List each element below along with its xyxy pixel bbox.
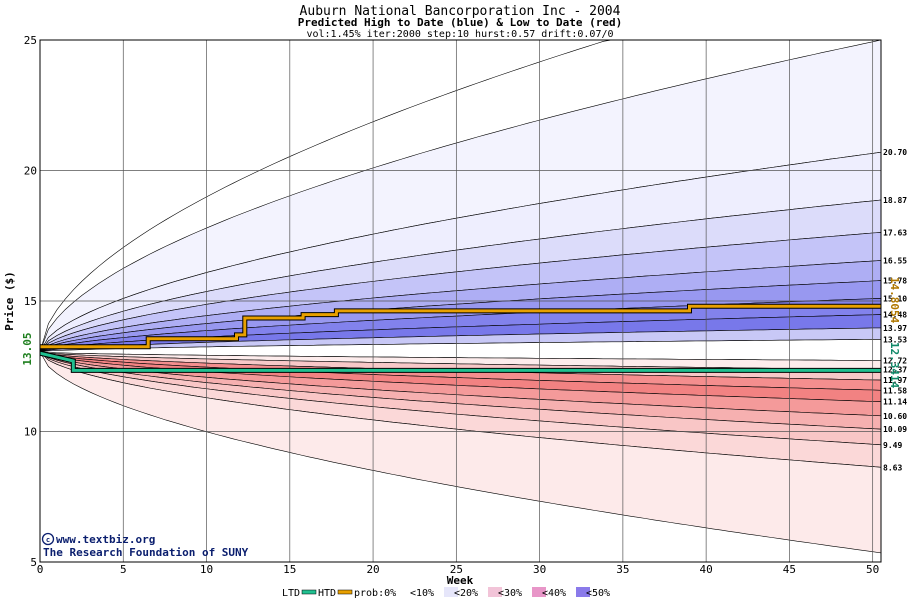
chart-title: Auburn National Bancorporation Inc - 200…: [300, 4, 621, 19]
x-axis-label: Week: [447, 574, 474, 587]
low-to-date-final-label: 12.3414: [888, 342, 901, 389]
band-label-10: 12.37: [883, 366, 907, 375]
x-tick-50: 50: [866, 563, 879, 576]
band-label-2: 17.63: [883, 228, 907, 237]
band-label-7: 13.97: [883, 324, 907, 333]
y-tick-25: 25: [24, 34, 37, 47]
credit-url: www.textbiz.org: [56, 533, 155, 546]
plot-frame: [39, 39, 882, 563]
x-tick-5: 5: [120, 563, 127, 576]
legend-bucket-swatch-0: [400, 587, 414, 597]
start-price-label: 13.05: [21, 332, 34, 365]
legend-htd-swatch: [337, 589, 353, 595]
legend-bucket-swatch-3: [532, 587, 546, 597]
x-tick-10: 10: [200, 563, 213, 576]
band-label-11: 11.97: [883, 376, 907, 385]
band-label-17: 8.63: [883, 463, 902, 472]
x-tick-0: 0: [37, 563, 44, 576]
high-to-date-final-label: 14.8054: [888, 277, 901, 324]
band-value-labels: 20.70 18.87 17.63 16.55 15.78 15.10 14.48 13.97…: [883, 148, 907, 472]
legend-bucket-label-0: <10%: [410, 588, 434, 599]
x-tick-20: 20: [366, 563, 379, 576]
x-tick-40: 40: [700, 563, 713, 576]
copyright-icon-glyph: c: [46, 536, 50, 544]
legend: LTD HTD prob:0% <10% <20% <30% <40% <50%: [282, 587, 610, 599]
y-tick-20: 20: [24, 165, 37, 178]
band-label-0: 20.70: [883, 148, 907, 157]
band-label-13: 11.14: [883, 398, 907, 407]
band-label-6: 14.48: [883, 311, 907, 320]
x-tick-30: 30: [533, 563, 546, 576]
legend-bucket-swatch-1: [444, 587, 458, 597]
band-label-4: 15.78: [883, 277, 907, 286]
data-series: [39, 303, 881, 373]
legend-ltd-swatch: [301, 589, 317, 595]
x-tick-labels: 0 5 10 15 20 25 30 35 40 45 50: [37, 563, 880, 576]
band-label-3: 16.55: [883, 257, 907, 266]
legend-bucket-label-1: <20%: [454, 588, 478, 599]
high-to-date-line: [40, 304, 881, 349]
legend-prob-label: prob:0%: [354, 588, 396, 599]
legend-bucket-label-2: <30%: [498, 588, 522, 599]
y-tick-10: 10: [24, 426, 37, 439]
band-label-5: 15.10: [883, 294, 907, 303]
legend-bucket-label-4: <50%: [586, 588, 610, 599]
band-label-16: 9.49: [883, 441, 902, 450]
band-label-9: 12.72: [883, 357, 907, 366]
x-tick-35: 35: [616, 563, 629, 576]
copyright-credit: c www.textbiz.org The Research Foundatio…: [41, 532, 249, 559]
band-label-8: 13.53: [883, 335, 907, 344]
y-tick-5: 5: [30, 556, 37, 569]
band-label-15: 10.09: [883, 425, 907, 434]
x-tick-25: 25: [450, 563, 463, 576]
probability-bands: [39, 39, 882, 554]
y-tick-15: 15: [24, 295, 37, 308]
copyright-icon: [41, 532, 55, 546]
legend-bucket-swatch-2: [488, 587, 502, 597]
band-label-1: 18.87: [883, 196, 907, 205]
y-tick-labels: 5 10 15 20 25: [24, 34, 37, 569]
y-axis-label: Price ($): [3, 271, 16, 331]
chart-params: vol:1.45% iter:2000 step:10 hurst:0.57 d…: [306, 29, 613, 40]
credit-org: The Research Foundation of SUNY: [43, 546, 249, 559]
band-label-14: 10.60: [883, 412, 907, 421]
low-to-date-line: [39, 351, 881, 372]
band-label-12: 11.58: [883, 386, 907, 395]
legend-htd-label: HTD: [318, 588, 336, 599]
legend-bucket-swatch-4: [576, 587, 590, 597]
x-tick-15: 15: [283, 563, 296, 576]
legend-ltd-label: LTD: [282, 588, 300, 599]
legend-bucket-label-3: <40%: [542, 588, 566, 599]
x-tick-45: 45: [783, 563, 796, 576]
chart-subtitle: Predicted High to Date (blue) & Low to D…: [298, 16, 623, 29]
